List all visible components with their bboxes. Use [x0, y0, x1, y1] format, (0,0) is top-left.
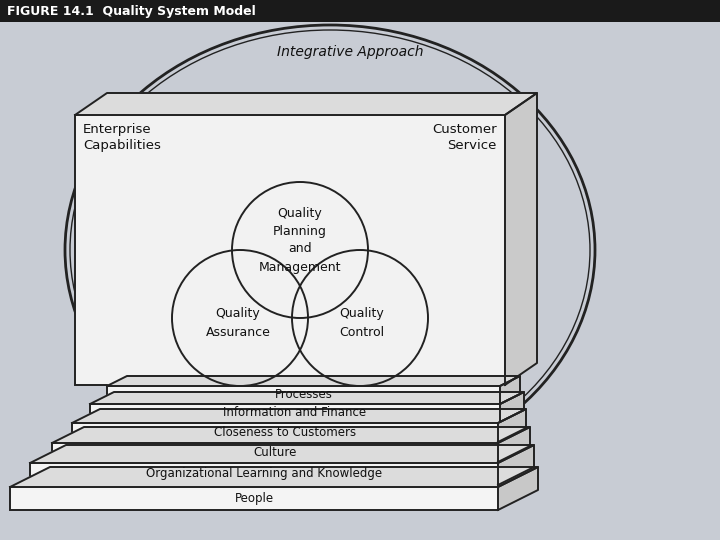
FancyBboxPatch shape — [0, 0, 720, 22]
Polygon shape — [52, 427, 530, 443]
Text: Quality
Control: Quality Control — [339, 307, 384, 339]
Text: Quality
Assurance: Quality Assurance — [206, 307, 271, 339]
Text: People: People — [235, 492, 274, 505]
Polygon shape — [107, 376, 520, 386]
Polygon shape — [500, 392, 524, 422]
Polygon shape — [30, 445, 534, 463]
Text: Culture: Culture — [253, 446, 297, 459]
Polygon shape — [498, 427, 530, 462]
Polygon shape — [498, 409, 526, 442]
Polygon shape — [505, 93, 537, 385]
Text: Quality
Planning
and
Management: Quality Planning and Management — [258, 206, 341, 273]
Polygon shape — [498, 467, 538, 510]
Polygon shape — [75, 93, 537, 115]
FancyBboxPatch shape — [107, 386, 500, 404]
FancyBboxPatch shape — [30, 463, 498, 485]
Text: Customer
Service: Customer Service — [433, 123, 497, 152]
Polygon shape — [90, 392, 524, 404]
Polygon shape — [10, 467, 538, 487]
FancyBboxPatch shape — [72, 423, 498, 442]
Polygon shape — [498, 445, 534, 485]
FancyBboxPatch shape — [75, 115, 505, 385]
Text: Closeness to Customers: Closeness to Customers — [214, 426, 356, 439]
FancyBboxPatch shape — [90, 404, 500, 422]
Text: FIGURE 14.1  Quality System Model: FIGURE 14.1 Quality System Model — [7, 4, 256, 17]
Text: Integrative Approach: Integrative Approach — [276, 45, 423, 59]
Polygon shape — [72, 409, 526, 423]
FancyBboxPatch shape — [10, 487, 498, 510]
Polygon shape — [500, 376, 520, 404]
Text: Enterprise
Capabilities: Enterprise Capabilities — [83, 123, 161, 152]
Text: Organizational Learning and Knowledge: Organizational Learning and Knowledge — [146, 468, 382, 481]
Text: Information and Finance: Information and Finance — [223, 407, 366, 420]
FancyBboxPatch shape — [52, 443, 498, 462]
Text: Processes: Processes — [274, 388, 333, 402]
